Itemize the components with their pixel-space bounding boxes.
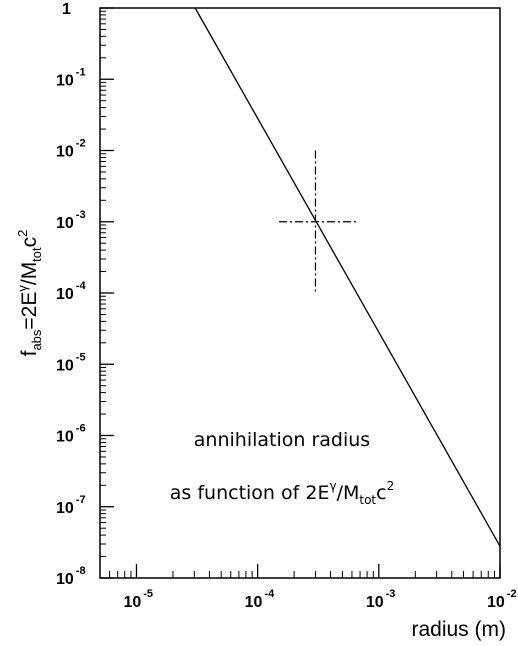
x-tick-label: 10 -5 [123,588,153,611]
x-tick-labels: 10 -5 10 -4 10 -3 10 -2 [123,588,516,611]
x-tick-label: 10 -3 [366,588,396,611]
x-tick-base: 10 [123,594,141,611]
y-axis-title: fabs=2Eγ/Mtotc2 [15,230,44,357]
annotation-sub: tot [359,493,376,507]
x-tick-base: 10 [245,594,263,611]
y-tick-base: 1 [62,1,71,18]
y-tick-base: 10 [56,357,74,374]
annotation-line-2: as function of 2Eγ/Mtotc2 [170,479,394,507]
y-tick-label: 10 -6 [56,423,86,446]
y-tick-label: 1 [62,1,71,18]
y-tick-label: 10 -7 [56,494,86,517]
y-axis-title-c-sup: 2 [15,230,30,237]
y-tick-base: 10 [56,72,74,89]
y-tick-label: 10 -8 [56,565,86,588]
y-tick-exponent: -6 [76,423,86,435]
y-axis-title-m-sub: tot [29,247,44,262]
x-tick-exponent: -4 [264,588,275,600]
y-tick-exponent: -7 [76,494,86,506]
y-tick-label: 10 -1 [56,66,86,89]
y-tick-label: 10 -2 [56,138,86,161]
annotation-c: c [376,482,386,504]
annotation-line-1: annihilation radius [194,429,370,451]
annotation-prefix: as function of 2E [170,482,330,504]
y-axis-title-gamma: γ [15,285,30,292]
y-tick-base: 10 [56,286,74,303]
x-tick-base: 10 [366,594,384,611]
x-axis-title: radius (m) [411,618,506,641]
y-tick-exponent: -3 [76,209,86,221]
x-tick-exponent: -2 [507,588,517,600]
y-axis-title-f: f [18,350,41,356]
x-tick-label: 10 -2 [487,588,517,611]
annotation-gamma: γ [329,479,336,493]
y-tick-exponent: -1 [76,66,86,78]
minor-ticks [100,10,495,578]
y-tick-exponent: -2 [76,138,86,150]
y-tick-exponent: -8 [76,565,86,577]
x-tick-base: 10 [487,594,505,611]
y-tick-base: 10 [56,429,74,446]
y-tick-labels: 110-110-210-310-410-510-610-710-8 [56,1,86,588]
y-tick-base: 10 [56,144,74,161]
y-tick-label: 10 -3 [56,209,86,232]
y-tick-base: 10 [56,215,74,232]
x-tick-label: 10 -4 [245,588,275,611]
major-ticks [100,7,501,579]
annotation-sup: 2 [387,479,395,493]
series-line [194,7,501,547]
y-tick-label: 10 -4 [56,280,86,303]
y-tick-label: 10 -5 [56,351,86,374]
annotation-slash: /M [337,482,360,504]
y-axis-title-slash: /M [18,262,41,285]
y-tick-exponent: -4 [76,280,87,292]
x-tick-exponent: -5 [143,588,153,600]
x-tick-exponent: -3 [386,588,396,600]
y-tick-base: 10 [56,571,74,588]
y-axis-title-c: c [18,237,41,248]
y-axis-title-f-sub: abs [29,329,44,350]
y-axis-title-eq: =2E [18,292,41,330]
y-tick-exponent: -5 [76,351,86,363]
y-tick-base: 10 [56,500,74,517]
